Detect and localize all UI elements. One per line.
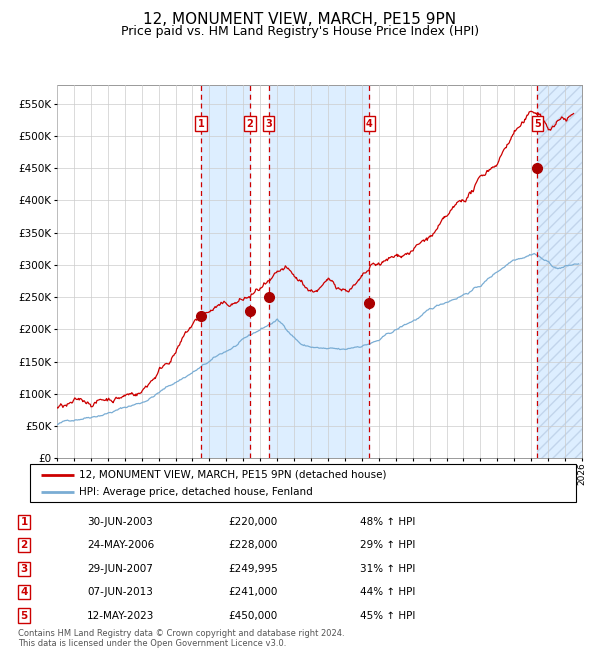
Text: 29% ↑ HPI: 29% ↑ HPI: [360, 540, 415, 551]
Text: 48% ↑ HPI: 48% ↑ HPI: [360, 517, 415, 527]
Text: £450,000: £450,000: [228, 610, 277, 621]
Text: 4: 4: [20, 587, 28, 597]
Text: 4: 4: [366, 119, 373, 129]
Text: 2: 2: [247, 119, 253, 129]
Text: 12, MONUMENT VIEW, MARCH, PE15 9PN: 12, MONUMENT VIEW, MARCH, PE15 9PN: [143, 12, 457, 27]
Text: Contains HM Land Registry data © Crown copyright and database right 2024.
This d: Contains HM Land Registry data © Crown c…: [18, 629, 344, 648]
Text: 12-MAY-2023: 12-MAY-2023: [87, 610, 154, 621]
Text: 5: 5: [534, 119, 541, 129]
Text: 3: 3: [20, 564, 28, 574]
Text: £220,000: £220,000: [228, 517, 277, 527]
Bar: [269, 84, 370, 458]
Text: 30-JUN-2003: 30-JUN-2003: [87, 517, 153, 527]
Text: 3: 3: [265, 119, 272, 129]
Text: HPI: Average price, detached house, Fenland: HPI: Average price, detached house, Fenl…: [79, 488, 313, 497]
Text: 29-JUN-2007: 29-JUN-2007: [87, 564, 153, 574]
Text: 2: 2: [20, 540, 28, 551]
Text: £228,000: £228,000: [228, 540, 277, 551]
FancyBboxPatch shape: [30, 464, 576, 502]
Text: £249,995: £249,995: [228, 564, 278, 574]
Text: 44% ↑ HPI: 44% ↑ HPI: [360, 587, 415, 597]
Text: 31% ↑ HPI: 31% ↑ HPI: [360, 564, 415, 574]
Bar: [538, 84, 582, 458]
Text: £241,000: £241,000: [228, 587, 277, 597]
Text: 45% ↑ HPI: 45% ↑ HPI: [360, 610, 415, 621]
Text: 12, MONUMENT VIEW, MARCH, PE15 9PN (detached house): 12, MONUMENT VIEW, MARCH, PE15 9PN (deta…: [79, 470, 386, 480]
Text: Price paid vs. HM Land Registry's House Price Index (HPI): Price paid vs. HM Land Registry's House …: [121, 25, 479, 38]
Text: 24-MAY-2006: 24-MAY-2006: [87, 540, 154, 551]
Text: 1: 1: [197, 119, 205, 129]
Bar: [538, 84, 582, 458]
Text: 07-JUN-2013: 07-JUN-2013: [87, 587, 153, 597]
Text: 1: 1: [20, 517, 28, 527]
Text: 5: 5: [20, 610, 28, 621]
Bar: [201, 84, 250, 458]
